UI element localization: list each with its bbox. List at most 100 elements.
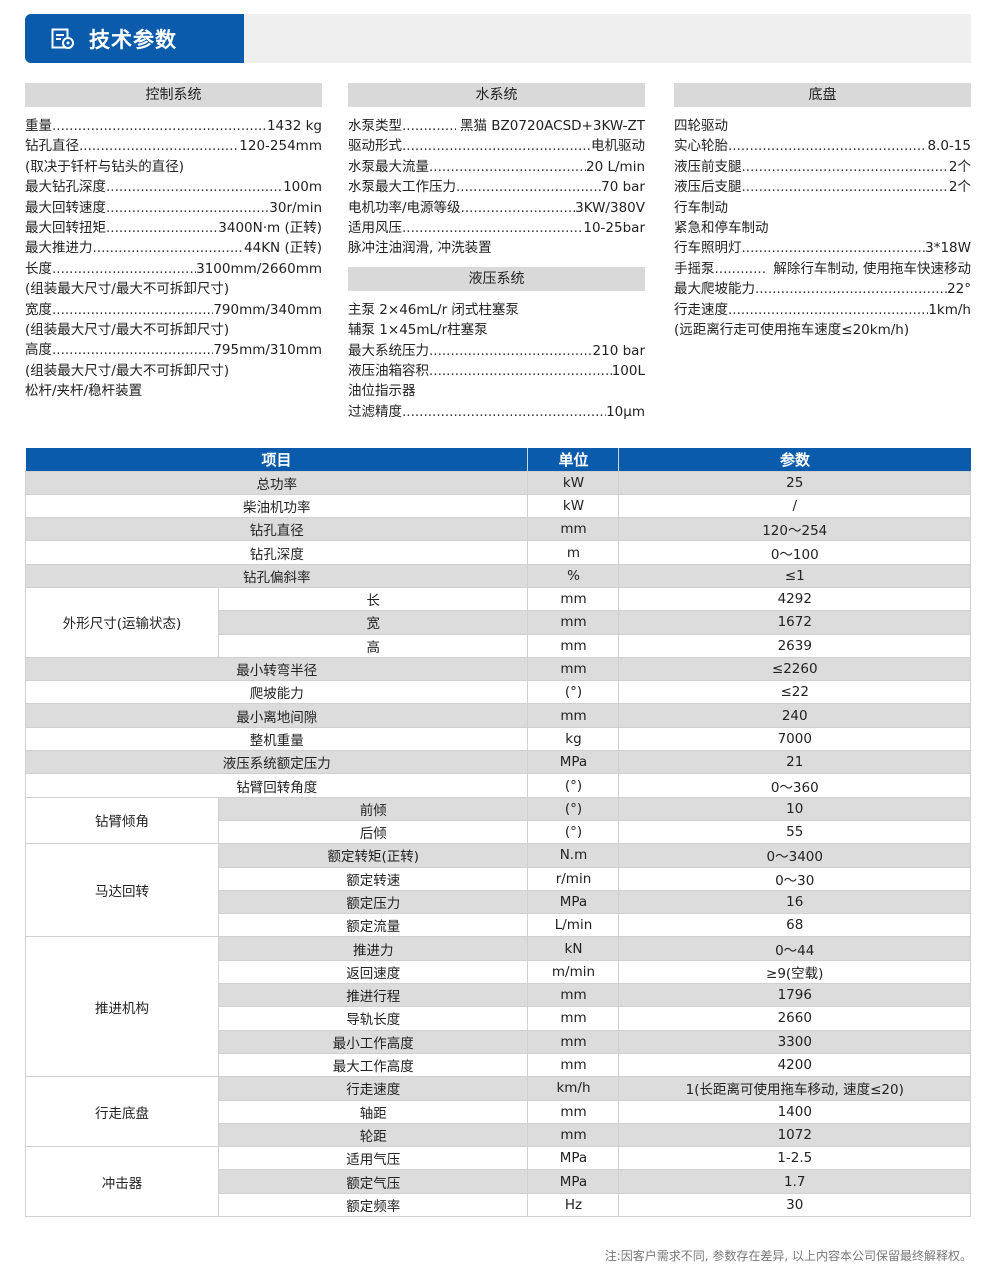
spec-line: 电机功率/电源等级 3KW/380V [348, 198, 645, 218]
spec-line: 液压后支腿 2个 [674, 177, 971, 197]
table-row: 钻孔直径 mm 120～254 [24, 517, 971, 542]
table-row: 钻臂倾角 前倾 (°) 10 [25, 796, 971, 845]
item-cell: 返回速度 [217, 959, 529, 985]
spec-label: 行车制动 [674, 199, 728, 216]
spec-line: 水泵最大工作压力 70 bar [348, 177, 645, 197]
item-cell: 总功率 [24, 470, 529, 495]
value-cell: 4292 [618, 586, 971, 612]
item-cell: 额定频率 [217, 1192, 529, 1218]
spec-value: 2个 [948, 179, 971, 196]
unit-cell: MPa [527, 1169, 620, 1194]
value-cell: 1-2.5 [618, 1146, 971, 1171]
spec-value: 210 bar [592, 342, 645, 359]
item-cell: 适用气压 [217, 1146, 529, 1171]
spec-label: 辅泵 1×45mL/r柱塞泵 [348, 322, 488, 339]
spec-line: 辅泵 1×45mL/r柱塞泵 [348, 320, 645, 340]
item-cell: 长 [217, 586, 529, 612]
value-cell: 1(长距离可使用拖车移动, 速度≤20) [618, 1076, 971, 1101]
spec-label: 最大推进力 [25, 240, 93, 257]
item-cell: 钻孔偏斜率 [24, 563, 529, 588]
table-row: 外形尺寸(运输状态) 长 mm 4292 [25, 586, 971, 658]
spec-value: 30r/min [269, 199, 322, 216]
value-cell: 120～254 [618, 517, 971, 542]
table-row: 总功率 kW 25 [24, 470, 971, 495]
spec-line: (组装最大尺寸/最大不可拆卸尺寸) [25, 279, 322, 299]
spec-line: 最大爬坡能力 22° [674, 279, 971, 299]
table-row: 爬坡能力 (°) ≤22 [24, 680, 971, 705]
value-cell: 7000 [618, 726, 971, 752]
dot-leader [728, 300, 928, 320]
spec-value: 100m [283, 179, 322, 196]
spec-line: (组装最大尺寸/最大不可拆卸尺寸) [25, 320, 322, 340]
footnote: 注:因客户需求不同, 参数存在差异, 以上内容本公司保留最终解释权。 [604, 1249, 972, 1263]
spec-value: 22° [947, 281, 971, 298]
value-cell: 21 [618, 750, 971, 775]
dot-leader [52, 300, 213, 320]
spec-label: 脉冲注油润滑, 冲洗装置 [348, 240, 492, 257]
table-row: 最小离地间隙 mm 240 [24, 703, 971, 728]
value-cell: ≥9(空载) [618, 959, 971, 985]
spec-label: 水泵类型 [348, 118, 402, 134]
dot-leader [456, 177, 601, 197]
spec-label: (组装最大尺寸/最大不可拆卸尺寸) [25, 281, 230, 298]
table-row: 导轨长度 mm 2660 [26, 1006, 971, 1031]
spec-label: 最大爬坡能力 [674, 281, 755, 298]
spec-line: 最大钻孔深度 100m [25, 177, 322, 197]
item-cell: 最小转弯半径 [24, 656, 529, 682]
table-row: 宽 mm 1672 [26, 610, 971, 635]
value-cell: 2660 [618, 1006, 971, 1031]
unit-cell: mm [527, 983, 620, 1008]
spec-line: 液压油箱容积 100L [348, 361, 645, 381]
spec-line: 宽度 790mm/340mm [25, 300, 322, 320]
dot-leader [52, 116, 267, 136]
spec-line: 适用风压 10-25bar [348, 218, 645, 238]
spec-label: (取决于钎杆与钻头的直径) [25, 158, 185, 175]
table-row: 返回速度 m/min ≥9(空载) [26, 959, 971, 985]
value-cell: 1400 [618, 1099, 971, 1124]
unit-cell: kN [527, 936, 620, 961]
spec-label: 长度 [25, 260, 52, 277]
spec-line: 最大推进力 44KN (正转) [25, 238, 322, 258]
table-row: 钻孔深度 m 0～100 [24, 540, 971, 565]
value-cell: 1.7 [618, 1169, 971, 1194]
unit-cell: (°) [527, 680, 620, 705]
dot-leader [429, 341, 593, 361]
unit-cell: (°) [527, 773, 620, 798]
unit-cell: (°) [527, 796, 620, 821]
dot-leader [742, 177, 949, 197]
spec-value: 10μm [606, 403, 645, 420]
dot-leader [429, 361, 612, 381]
unit-cell: r/min [527, 866, 620, 891]
spec-line: (远距离行走可使用拖车速度≤20km/h) [674, 320, 971, 340]
group-cell: 钻臂倾角 [25, 796, 219, 845]
spec-label: 液压前支腿 [674, 158, 742, 175]
unit-cell: kW [527, 470, 620, 495]
spec-value: 8.0-15 [927, 138, 971, 155]
unit-cell: MPa [527, 1146, 620, 1171]
dot-leader [728, 136, 927, 156]
unit-cell: MPa [527, 889, 620, 915]
spec-line: 实心轮胎 8.0-15 [674, 136, 971, 156]
dot-leader [52, 340, 213, 360]
unit-cell: mm [527, 610, 620, 635]
value-cell: 30 [618, 1192, 971, 1218]
spec-line: 主泵 2×46mL/r 闭式柱塞泵 [348, 300, 645, 320]
dot-leader [402, 136, 591, 156]
spec-line: 油位指示器 [348, 381, 645, 401]
spec-label: 实心轮胎 [674, 138, 728, 155]
spec-label: 水泵最大工作压力 [348, 179, 456, 196]
spec-label: 行走速度 [674, 301, 728, 318]
spec-value: 3KW/380V [575, 199, 645, 216]
table-row: 推进机构 推进力 kN 0～44 [25, 936, 971, 1078]
spec-line: 行车制动 [674, 198, 971, 218]
value-cell: / [618, 493, 971, 519]
spec-value: 20 L/min [586, 158, 645, 175]
spec-line: (组装最大尺寸/最大不可拆卸尺寸) [25, 361, 322, 381]
table-row: 最大工作高度 mm 4200 [26, 1052, 971, 1078]
item-cell: 最小离地间隙 [24, 703, 529, 728]
spec-label: 驱动形式 [348, 138, 402, 155]
item-cell: 额定转矩(正转) [217, 843, 529, 868]
dot-leader [402, 402, 606, 422]
value-cell: 0～44 [618, 936, 971, 961]
